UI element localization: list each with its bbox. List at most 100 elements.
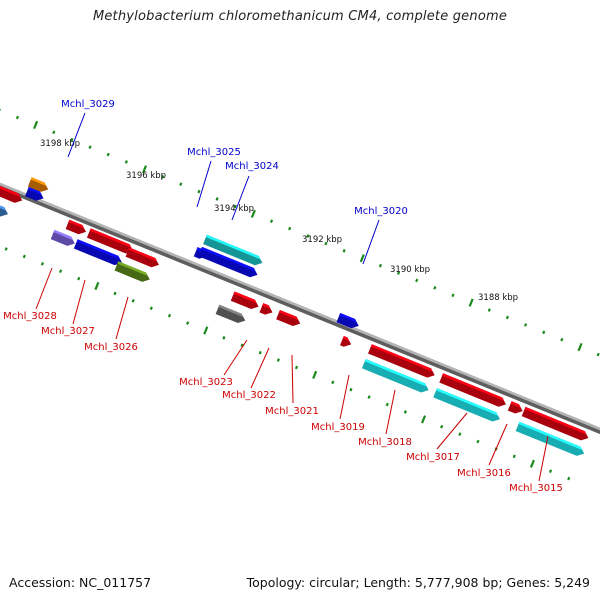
gene-orange-highlight xyxy=(30,177,47,187)
gene-orange xyxy=(27,177,49,192)
gene-purple-highlight xyxy=(53,229,73,241)
gene-red-3018 xyxy=(368,344,435,378)
scale-tick-bottom xyxy=(512,454,516,459)
leader-line-bottom xyxy=(538,435,549,482)
leader-line-top xyxy=(231,175,250,221)
scale-tick-bottom xyxy=(403,410,407,414)
gene-red-a xyxy=(230,291,259,310)
scale-tick-top xyxy=(542,330,546,335)
gene-label-top: Mchl_3029 xyxy=(61,99,115,110)
leader-line-bottom xyxy=(436,412,468,450)
gene-cyan-3018 xyxy=(361,359,429,393)
gene-blue-long-highlight xyxy=(201,246,256,272)
gene-red-a-highlight xyxy=(233,291,257,304)
scale-tick-bottom xyxy=(94,281,100,291)
scale-tick-bottom xyxy=(203,326,209,335)
gene-purple xyxy=(50,229,75,246)
scale-tick-top xyxy=(378,263,382,268)
gene-red-b-highlight xyxy=(262,303,271,309)
scale-tick-bottom xyxy=(331,380,335,385)
gene-olive-highlight xyxy=(117,261,148,277)
gene-label-top: Mchl_3024 xyxy=(225,161,279,172)
gene-blue-lower xyxy=(73,239,123,266)
scale-tick-top xyxy=(269,219,274,224)
leader-line-top xyxy=(67,112,86,158)
scale-tick-bottom xyxy=(167,313,172,318)
gene-red-b xyxy=(259,303,273,315)
gene-label-bottom: Mchl_3016 xyxy=(457,468,511,479)
scale-tick-bottom xyxy=(113,291,117,296)
gene-label-bottom: Mchl_3028 xyxy=(3,311,57,322)
leader-line-bottom xyxy=(488,423,508,466)
scale-tick-top xyxy=(577,342,583,352)
gene-label-bottom: Mchl_3018 xyxy=(358,437,412,448)
leader-line-bottom xyxy=(339,374,350,420)
scale-tick-top xyxy=(52,130,56,135)
scale-tick-top xyxy=(288,226,292,231)
gene-red-3016-highlight xyxy=(524,406,587,435)
scale-tick-top xyxy=(15,115,20,120)
scale-tick-top xyxy=(560,337,564,342)
gene-cyan-top-highlight xyxy=(205,234,261,260)
gene-blue-right-highlight xyxy=(339,312,357,323)
scale-tick-bottom xyxy=(529,459,535,468)
scale-tick-bottom xyxy=(567,476,571,481)
scale-tick-top xyxy=(359,254,365,263)
gene-cyan-3015-highlight xyxy=(518,421,583,451)
scale-tick-top xyxy=(524,323,528,327)
gene-red-3017 xyxy=(439,373,506,407)
gene-blue-small-left-highlight xyxy=(27,186,42,195)
scale-tick-bottom xyxy=(77,276,81,281)
scale-tick-top xyxy=(487,308,491,312)
scale-tick-top xyxy=(0,108,1,112)
scale-tick-bottom xyxy=(312,370,318,380)
gene-cyan-3017 xyxy=(433,388,500,422)
gene-blue-long xyxy=(198,246,258,278)
scale-tick-top xyxy=(106,152,110,157)
gene-red-left xyxy=(0,181,23,203)
gene-red-c-highlight xyxy=(278,309,299,321)
scale-tick-top xyxy=(306,234,310,238)
gene-label-bottom: Mchl_3019 xyxy=(311,422,365,433)
scale-tick-bottom xyxy=(131,299,135,303)
scale-label: 3190 kbp xyxy=(390,265,430,275)
scale-tick-top xyxy=(396,271,401,275)
gene-grey xyxy=(215,304,246,324)
gene-red-left-highlight xyxy=(0,181,21,198)
map-title: Methylobacterium chloromethanicum CM4, c… xyxy=(92,9,508,24)
scale-tick-bottom xyxy=(22,254,26,259)
gene-blue-lower-highlight xyxy=(76,239,121,260)
scale-tick-bottom xyxy=(40,262,45,266)
gene-label-bottom: Mchl_3021 xyxy=(265,406,319,417)
scale-tick-top xyxy=(505,315,510,320)
leader-line-top xyxy=(196,160,212,208)
scale-tick-bottom xyxy=(476,439,480,444)
scale-label: 3198 kbp xyxy=(40,139,80,149)
scale-tick-top xyxy=(88,145,92,149)
leader-line-bottom xyxy=(115,296,129,340)
gene-red-mid xyxy=(86,228,134,254)
scale-tick-bottom xyxy=(186,321,190,325)
scale-tick-top xyxy=(324,241,328,246)
scale-tick-top xyxy=(179,182,183,186)
scale-tick-bottom xyxy=(548,469,553,473)
scale-tick-bottom xyxy=(276,358,280,362)
scale-tick-top xyxy=(468,298,474,307)
scale-tick-bottom xyxy=(367,395,371,399)
leader-line-bottom xyxy=(72,279,86,325)
scale-tick-bottom xyxy=(294,365,299,370)
scale-tick-top xyxy=(342,249,346,253)
gene-red-tiny-highlight xyxy=(342,336,350,341)
scale-tick-top xyxy=(33,120,39,130)
gene-red-mid-highlight xyxy=(89,228,132,248)
scale-tick-bottom xyxy=(349,387,353,392)
gene-red-small xyxy=(65,219,87,235)
gene-label-bottom: Mchl_3022 xyxy=(222,390,276,401)
leader-line-bottom xyxy=(291,354,294,404)
gene-red-3017-highlight xyxy=(442,373,505,401)
gene-red-short-highlight xyxy=(510,401,521,408)
gene-red-small-highlight xyxy=(68,219,85,229)
scale-tick-bottom xyxy=(258,350,262,355)
scale-tick-top xyxy=(451,293,455,298)
